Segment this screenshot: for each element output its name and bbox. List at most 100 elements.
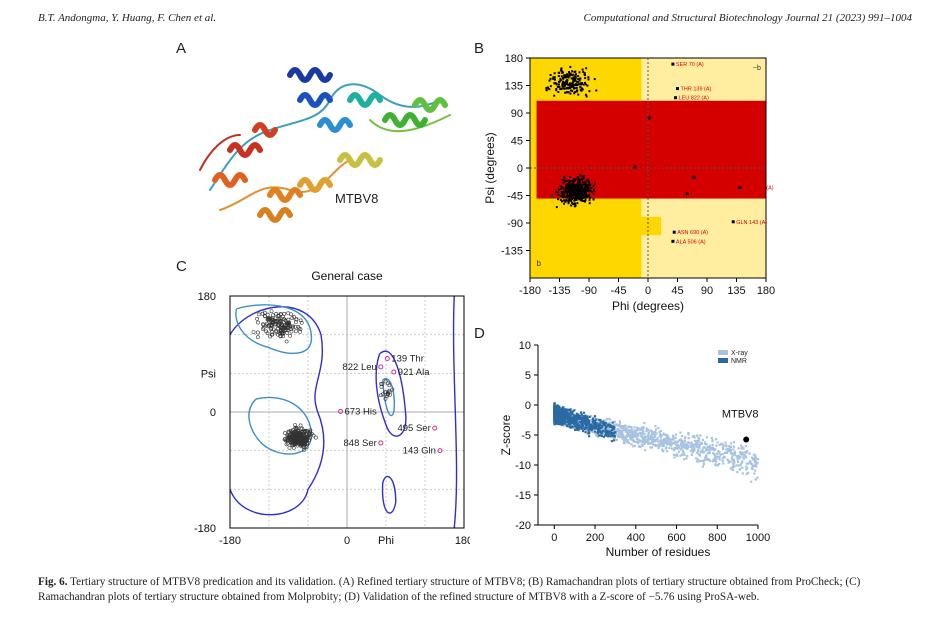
xray-point bbox=[647, 434, 650, 437]
residue-point bbox=[585, 67, 588, 70]
residue-point bbox=[270, 323, 275, 328]
xray-point bbox=[683, 458, 686, 461]
xray-point bbox=[640, 443, 643, 446]
residue-point bbox=[295, 433, 299, 438]
xray-point bbox=[696, 434, 699, 437]
residue-point bbox=[284, 339, 289, 344]
xray-point bbox=[715, 452, 718, 455]
xray-point bbox=[634, 429, 637, 432]
residue-point bbox=[302, 429, 307, 434]
xray-point bbox=[711, 446, 714, 449]
xray-point bbox=[696, 458, 699, 461]
residue-point bbox=[563, 82, 566, 85]
xray-point bbox=[705, 456, 708, 459]
xray-point bbox=[605, 418, 608, 421]
xray-point bbox=[636, 440, 640, 443]
residue-point bbox=[583, 193, 586, 196]
xray-point bbox=[677, 450, 681, 453]
xray-point bbox=[746, 471, 750, 475]
nmr-point bbox=[567, 418, 571, 422]
nmr-point bbox=[613, 425, 616, 428]
xray-point bbox=[623, 426, 626, 429]
residue-point bbox=[587, 78, 590, 81]
xray-point bbox=[609, 418, 612, 421]
xray-point bbox=[672, 441, 675, 444]
residue-point bbox=[584, 180, 587, 183]
residue-point bbox=[592, 189, 595, 192]
nmr-point bbox=[566, 414, 569, 417]
nmr-point bbox=[554, 420, 558, 423]
residue-point bbox=[570, 85, 573, 88]
xray-point bbox=[753, 460, 756, 464]
xray-point bbox=[654, 434, 657, 437]
residue-point bbox=[575, 189, 578, 192]
residue-point bbox=[561, 186, 564, 189]
xray-point bbox=[756, 457, 760, 461]
xray-point bbox=[659, 439, 662, 442]
xray-point bbox=[652, 431, 655, 434]
xray-point bbox=[636, 426, 639, 430]
residue-point bbox=[567, 86, 570, 89]
residue-point bbox=[262, 310, 267, 315]
xray-point bbox=[732, 465, 735, 468]
nmr-point bbox=[571, 413, 574, 416]
residue-point bbox=[574, 194, 577, 197]
nmr-point bbox=[574, 419, 577, 422]
xray-point bbox=[670, 441, 673, 444]
xray-point bbox=[724, 444, 728, 447]
xray-point bbox=[691, 445, 695, 448]
outlier-label: 143 Gln bbox=[403, 446, 436, 457]
xray-point bbox=[702, 459, 705, 462]
x-tick-label: 45 bbox=[671, 285, 683, 297]
xray-point bbox=[612, 436, 615, 440]
residue-point bbox=[549, 77, 552, 80]
nmr-point bbox=[566, 420, 569, 423]
xray-point bbox=[598, 421, 601, 424]
residue-point bbox=[584, 187, 587, 190]
xray-point bbox=[731, 468, 735, 472]
residue-point bbox=[566, 86, 569, 89]
xray-point bbox=[732, 448, 735, 451]
xray-point bbox=[682, 452, 686, 455]
x-tick-label: 0 bbox=[645, 285, 651, 297]
xray-point bbox=[691, 435, 694, 438]
residue-point bbox=[291, 431, 296, 435]
xray-point bbox=[748, 452, 751, 455]
residue-point bbox=[567, 188, 570, 191]
xray-point bbox=[653, 440, 656, 443]
residue-point bbox=[574, 197, 577, 200]
y-tick-label: -135 bbox=[501, 246, 523, 258]
nmr-point bbox=[561, 423, 564, 426]
residue-point bbox=[576, 89, 579, 92]
residue-point bbox=[578, 188, 581, 191]
residue-point bbox=[573, 191, 576, 194]
xray-point bbox=[635, 428, 638, 432]
nmr-point bbox=[559, 423, 562, 426]
residue-point bbox=[302, 436, 307, 441]
residue-point bbox=[558, 80, 561, 83]
residue-point bbox=[265, 331, 270, 336]
xray-point bbox=[666, 450, 669, 453]
xray-point bbox=[668, 446, 671, 450]
residue-point bbox=[566, 91, 569, 94]
xray-point bbox=[741, 460, 744, 463]
residue-point bbox=[577, 78, 580, 81]
xray-point bbox=[701, 438, 704, 442]
nmr-point bbox=[607, 434, 610, 438]
nmr-point bbox=[599, 434, 602, 437]
xray-point bbox=[703, 441, 707, 444]
nmr-point bbox=[580, 427, 583, 430]
xray-point bbox=[745, 472, 748, 476]
y-tick-label: -15 bbox=[515, 490, 531, 502]
residue-point bbox=[587, 190, 590, 193]
residue-point bbox=[269, 309, 274, 314]
nmr-point bbox=[605, 434, 608, 437]
xray-point bbox=[728, 448, 731, 451]
residue-point bbox=[578, 79, 581, 82]
nmr-point bbox=[597, 427, 600, 431]
residue-point bbox=[298, 423, 303, 428]
xray-point bbox=[636, 437, 639, 441]
residue-point bbox=[578, 189, 581, 192]
xray-point bbox=[643, 443, 646, 446]
residue-point bbox=[266, 324, 270, 329]
